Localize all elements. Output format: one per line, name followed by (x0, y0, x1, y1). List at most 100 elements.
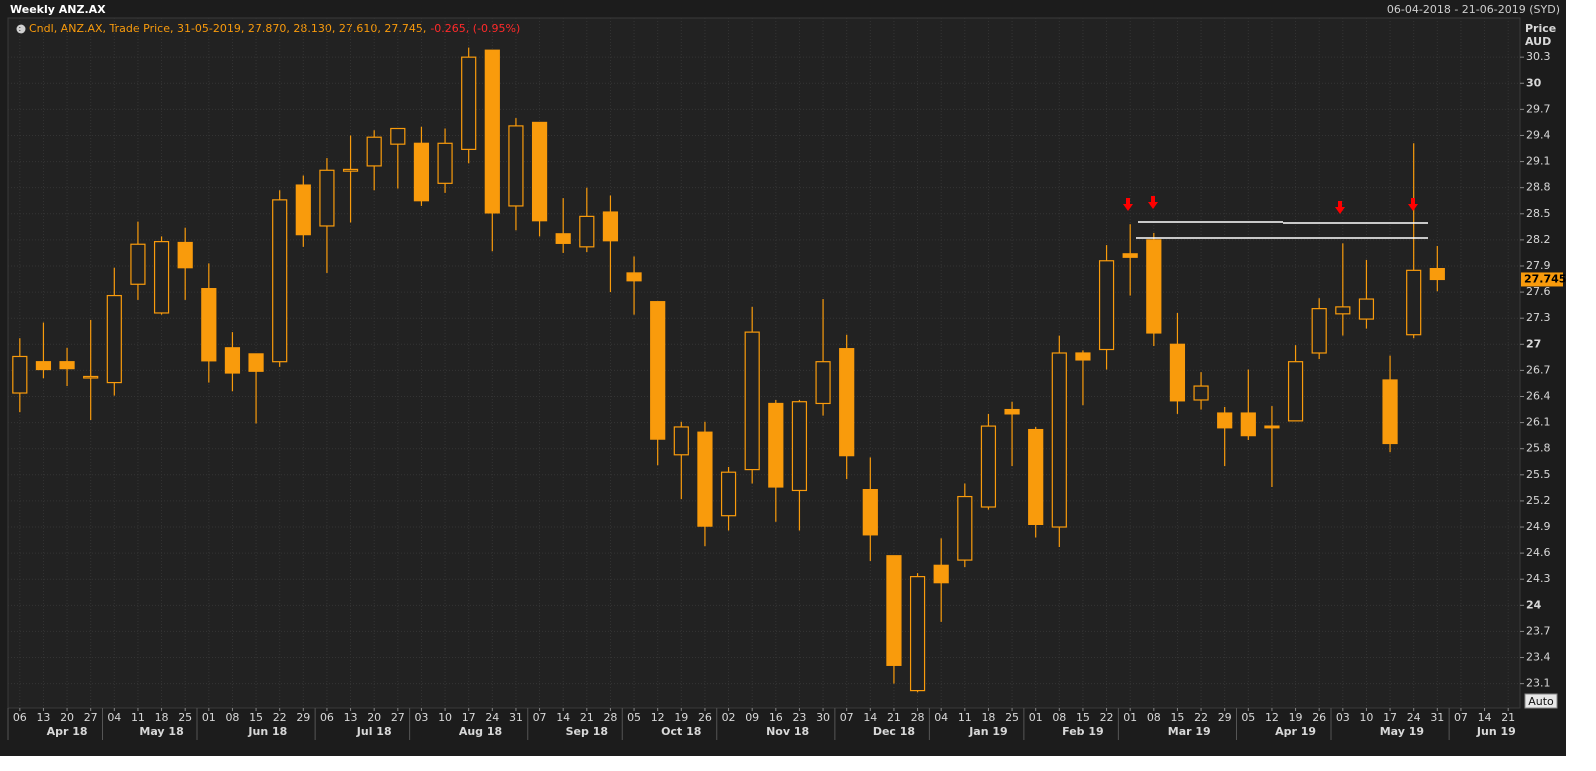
month-label: Apr 19 (1275, 725, 1316, 738)
y-tick-label: 25.5 (1526, 468, 1551, 481)
plot-layer: 23.1 23.4 23.7 24 24.3 24.6 24.9 25.2 25.5 25.8 26… (7, 18, 1551, 740)
x-tick-label: 28 (603, 711, 617, 724)
y-tick-label: 30.3 (1526, 50, 1551, 63)
candle-body (508, 125, 524, 207)
y-tick-label: 28.8 (1526, 181, 1551, 194)
y-tick-label: 24.9 (1526, 520, 1551, 533)
candle-body (484, 49, 500, 214)
candle-body (319, 169, 335, 227)
chart-title: Weekly ANZ.AX (10, 3, 106, 16)
x-tick-label: 11 (958, 711, 972, 724)
x-tick-label: 21 (580, 711, 594, 724)
candle-body (791, 401, 808, 492)
x-tick-label: 12 (651, 711, 665, 724)
x-tick-label: 12 (1265, 711, 1279, 724)
candle-body (1004, 408, 1020, 415)
y-axis-title: AUD (1525, 35, 1551, 48)
arrow (1408, 198, 1418, 211)
x-tick-label: 14 (556, 711, 570, 724)
x-tick-label: 22 (1100, 711, 1114, 724)
auto-button-label[interactable]: Auto (1528, 695, 1554, 708)
month-label: Mar 19 (1168, 725, 1211, 738)
x-tick-label: 20 (367, 711, 381, 724)
x-tick-label: 14 (1478, 711, 1492, 724)
candle-body (720, 471, 737, 517)
candle-body (248, 353, 264, 372)
candle-body (295, 184, 311, 236)
x-tick-label: 15 (1076, 711, 1090, 724)
x-tick-label: 04 (107, 711, 121, 724)
x-tick-label: 17 (462, 711, 476, 724)
candle-body (555, 233, 571, 244)
month-label: May 19 (1380, 725, 1424, 738)
x-tick-label: 10 (1359, 711, 1373, 724)
x-tick-label: 21 (887, 711, 901, 724)
x-tick-label: 01 (1123, 711, 1137, 724)
legend-text: Cndl, ANZ.AX, Trade Price, 31-05-2019, 2… (29, 22, 426, 35)
candle-body (862, 489, 878, 536)
x-tick-label: 06 (320, 711, 334, 724)
candle-body (461, 56, 477, 150)
x-tick-label: 15 (249, 711, 263, 724)
y-tick-label: 26.7 (1526, 363, 1551, 376)
candle-body (1193, 385, 1209, 401)
candle-body (59, 361, 75, 370)
candle-body (390, 127, 406, 145)
y-tick-label: 25.2 (1526, 494, 1551, 507)
x-tick-label: 30 (816, 711, 830, 724)
candle-body (626, 272, 642, 282)
y-axis-title: Price (1525, 22, 1556, 35)
month-label: Feb 19 (1062, 725, 1104, 738)
x-tick-label: 22 (273, 711, 287, 724)
x-tick-label: 03 (1336, 711, 1350, 724)
annotations (1123, 196, 1428, 239)
candle-body (602, 211, 619, 242)
y-tick-label: 26.4 (1526, 389, 1551, 402)
x-tick-label: 23 (792, 711, 806, 724)
x-tick-label: 19 (1289, 711, 1303, 724)
candle-body (177, 241, 193, 269)
candle-body (224, 347, 241, 374)
candle-body (35, 361, 52, 371)
x-tick-label: 29 (296, 711, 310, 724)
x-tick-label: 17 (1383, 711, 1397, 724)
candle-body (1075, 352, 1091, 361)
x-tick-label: 07 (1454, 711, 1468, 724)
month-label: Oct 18 (661, 725, 701, 738)
candle-body (673, 426, 689, 456)
candle-body (1311, 308, 1327, 354)
candle-body (909, 576, 926, 692)
legend-icon (16, 24, 26, 34)
y-tick-label: 29.7 (1526, 102, 1551, 115)
candle-body (1028, 428, 1044, 526)
x-tick-label: 08 (1147, 711, 1161, 724)
x-tick-label: 26 (698, 711, 712, 724)
auto-button[interactable] (1524, 693, 1558, 709)
arrow (1123, 198, 1133, 211)
x-tick-label: 26 (1312, 711, 1326, 724)
candle-body (153, 241, 170, 314)
last-price-box (1521, 272, 1563, 287)
y-tick-label: 28.2 (1526, 233, 1551, 246)
candle-body (201, 288, 217, 362)
candle-body (106, 294, 122, 384)
x-tick-label: 08 (1052, 711, 1066, 724)
candle-body (1240, 412, 1256, 437)
x-tick-label: 06 (13, 711, 27, 724)
candle-body (272, 199, 288, 363)
x-tick-label: 31 (1430, 711, 1444, 724)
x-tick-label: 07 (840, 711, 854, 724)
candle-body (579, 215, 595, 248)
x-tick-label: 25 (178, 711, 192, 724)
x-tick-label: 25 (1005, 711, 1019, 724)
y-tick-label: 29.4 (1526, 128, 1551, 141)
arrow (1335, 201, 1345, 214)
x-tick-label: 10 (438, 711, 452, 724)
y-tick-label: 27.6 (1526, 285, 1551, 298)
candle-body (1051, 352, 1067, 528)
candle-body (957, 495, 973, 561)
legend-change: -0.265, (-0.95%) (430, 22, 520, 35)
candle-body (1429, 267, 1445, 281)
x-tick-label: 18 (155, 711, 169, 724)
month-label: Jul 18 (356, 725, 392, 738)
